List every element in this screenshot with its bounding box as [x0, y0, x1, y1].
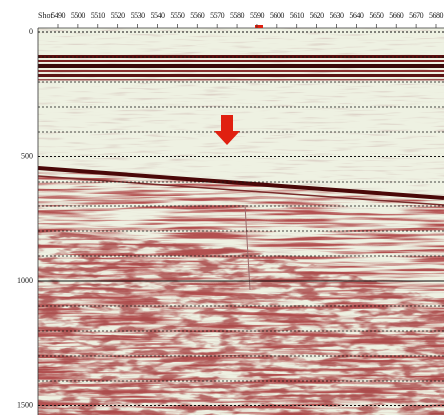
- x-tick-label: 5490: [51, 11, 66, 20]
- x-tick-label: 5640: [349, 11, 364, 20]
- x-tick-label: 5590: [250, 11, 265, 20]
- x-tick-label: 5630: [330, 11, 345, 20]
- y-tick-label: 1000: [17, 276, 33, 285]
- reflector: [37, 175, 444, 206]
- x-tick-label: 5520: [111, 11, 126, 20]
- x-tick-label: 5600: [270, 11, 285, 20]
- x-tick-label: 5540: [150, 11, 165, 20]
- main-reflector: [37, 166, 444, 200]
- x-tick-label: 5670: [409, 11, 424, 20]
- x-tick-label: 5660: [389, 11, 404, 20]
- x-axis-label: Shot: [38, 11, 53, 20]
- x-tick-label: 5500: [71, 11, 86, 20]
- x-tick-label: 5580: [230, 11, 245, 20]
- position-marker: [255, 25, 263, 28]
- x-tick-label: 5550: [170, 11, 185, 20]
- y-tick-label: 500: [21, 151, 33, 160]
- x-tick-label: 5680: [429, 11, 444, 20]
- y-tick-label: 1500: [17, 400, 33, 409]
- x-tick-label: 5650: [369, 11, 384, 20]
- x-tick-label: 5560: [190, 11, 205, 20]
- x-tick-label: 5620: [310, 11, 325, 20]
- arrow-marker: [214, 115, 240, 145]
- x-tick-label: 5570: [210, 11, 225, 20]
- x-tick-label: 5530: [131, 11, 146, 20]
- seafloor-band: [38, 55, 444, 81]
- x-tick-label: 5510: [91, 11, 106, 20]
- fault: [244, 204, 251, 291]
- y-tick-label: 0: [29, 27, 33, 36]
- x-tick-label: 5610: [290, 11, 305, 20]
